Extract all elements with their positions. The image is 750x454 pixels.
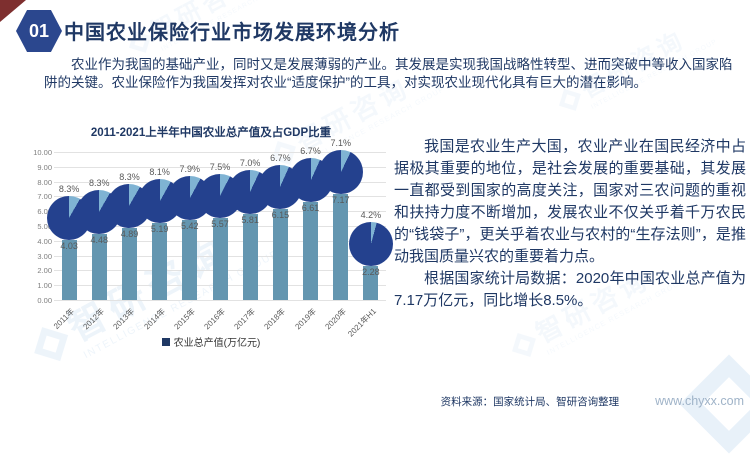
chart-legend: 农业总产值(万亿元)	[28, 334, 394, 349]
bar-value-label: 7.17	[331, 194, 350, 205]
intro-paragraph: 农业作为我国的基础产业，同时又是发展薄弱的产业。其发展是实现我国战略性转型、进而…	[44, 57, 733, 90]
gridline	[54, 166, 386, 168]
bar-value-label: 6.15	[271, 209, 290, 220]
website-link[interactable]: www.chyxx.com	[655, 394, 744, 408]
gdp-share-label: 7.5%	[209, 161, 231, 172]
y-axis-tick-label: 6.00	[37, 207, 52, 217]
gdp-share-label: 8.3%	[119, 171, 140, 182]
y-axis-tick-label: 0.00	[37, 296, 52, 305]
page-title: 中国农业保险行业市场发展环境分析	[64, 22, 400, 44]
gdp-share-label: 6.7%	[300, 146, 321, 157]
section-number-badge: 01	[16, 10, 62, 52]
source-note: 资料来源：国家统计局、智研咨询整理	[440, 396, 620, 408]
bar-value-label: 5.42	[181, 220, 199, 231]
bar	[152, 223, 168, 300]
watermark-logo-icon	[558, 88, 581, 111]
agriculture-output-chart: 2011-2021上半年中国农业总产值及占GDP比重 0.00 1.00 2.00 3…	[28, 122, 394, 360]
bar-value-label: 5.81	[241, 215, 259, 225]
corner-accent-triangle	[0, 0, 26, 22]
gridline	[54, 300, 386, 301]
y-axis-tick-label: 10.00	[33, 148, 52, 157]
bar	[121, 227, 137, 300]
bar	[182, 219, 198, 300]
y-axis-tick-label: 5.00	[37, 222, 52, 231]
bar	[363, 266, 379, 300]
bar	[61, 240, 77, 300]
legend-label: 农业总产值(万亿元)	[173, 338, 261, 349]
y-axis-tick-label: 8.00	[37, 177, 52, 187]
y-axis-tick-label: 4.00	[37, 236, 52, 246]
bar-value-label: 5.19	[150, 224, 169, 235]
bar	[272, 208, 288, 300]
gdp-share-label: 7.9%	[179, 163, 201, 174]
analysis-paragraph-1: 我国是农业生产大国，农业产业在国民经济中占据极其重要的地位，是社会发展的重要基础…	[394, 138, 746, 265]
analysis-paragraph-2: 根据国家统计局数据：2020年中国农业总产值为7.17万亿元，同比增长8.5%。	[394, 270, 746, 309]
gridline	[54, 152, 386, 153]
y-axis-tick-label: 3.00	[37, 251, 52, 261]
watermark-logo-icon	[511, 333, 536, 358]
gdp-share-label: 6.7%	[270, 152, 291, 163]
y-axis-tick-label: 2.00	[37, 266, 52, 276]
y-axis-tick-label: 9.00	[37, 162, 52, 172]
bar-value-label: 6.61	[301, 203, 320, 214]
gdp-share-pie-marker	[318, 149, 363, 194]
gdp-share-pie-marker	[348, 222, 393, 267]
bar-value-label: 4.03	[60, 241, 78, 252]
bar	[303, 202, 319, 300]
y-axis-tick-label: 7.00	[37, 192, 52, 202]
gdp-share-label: 8.3%	[89, 177, 110, 188]
gdp-share-label: 7.1%	[330, 137, 351, 148]
analysis-text-panel: 我国是农业生产大国，农业产业在国民经济中占据极其重要的地位，是社会发展的重要基础…	[394, 136, 746, 312]
bar-value-label: 4.89	[120, 228, 139, 239]
footer: 资料来源：国家统计局、智研咨询整理 www.chyxx.com	[441, 394, 744, 409]
bar-value-label: 5.57	[211, 218, 229, 229]
bar-value-label: 4.48	[90, 234, 109, 245]
bar	[212, 217, 228, 300]
chart-plot-area: 0.00 1.00 2.00 3.00 4.00 5.00 6.00 7.00 8.00 9.00…	[33, 138, 393, 339]
bar	[333, 193, 349, 300]
y-axis-tick-label: 1.00	[37, 281, 52, 291]
gdp-share-label: 8.3%	[58, 184, 80, 195]
gdp-share-label: 8.1%	[149, 167, 170, 178]
bar	[91, 233, 107, 300]
bar	[242, 214, 258, 300]
gdp-share-label: 4.2%	[360, 210, 382, 221]
bar-value-label: 2.28	[362, 267, 380, 278]
chart-title: 2011-2021上半年中国农业总产值及占GDP比重	[90, 127, 332, 139]
legend-marker-icon	[161, 337, 170, 346]
gdp-share-label: 7.0%	[239, 158, 261, 168]
